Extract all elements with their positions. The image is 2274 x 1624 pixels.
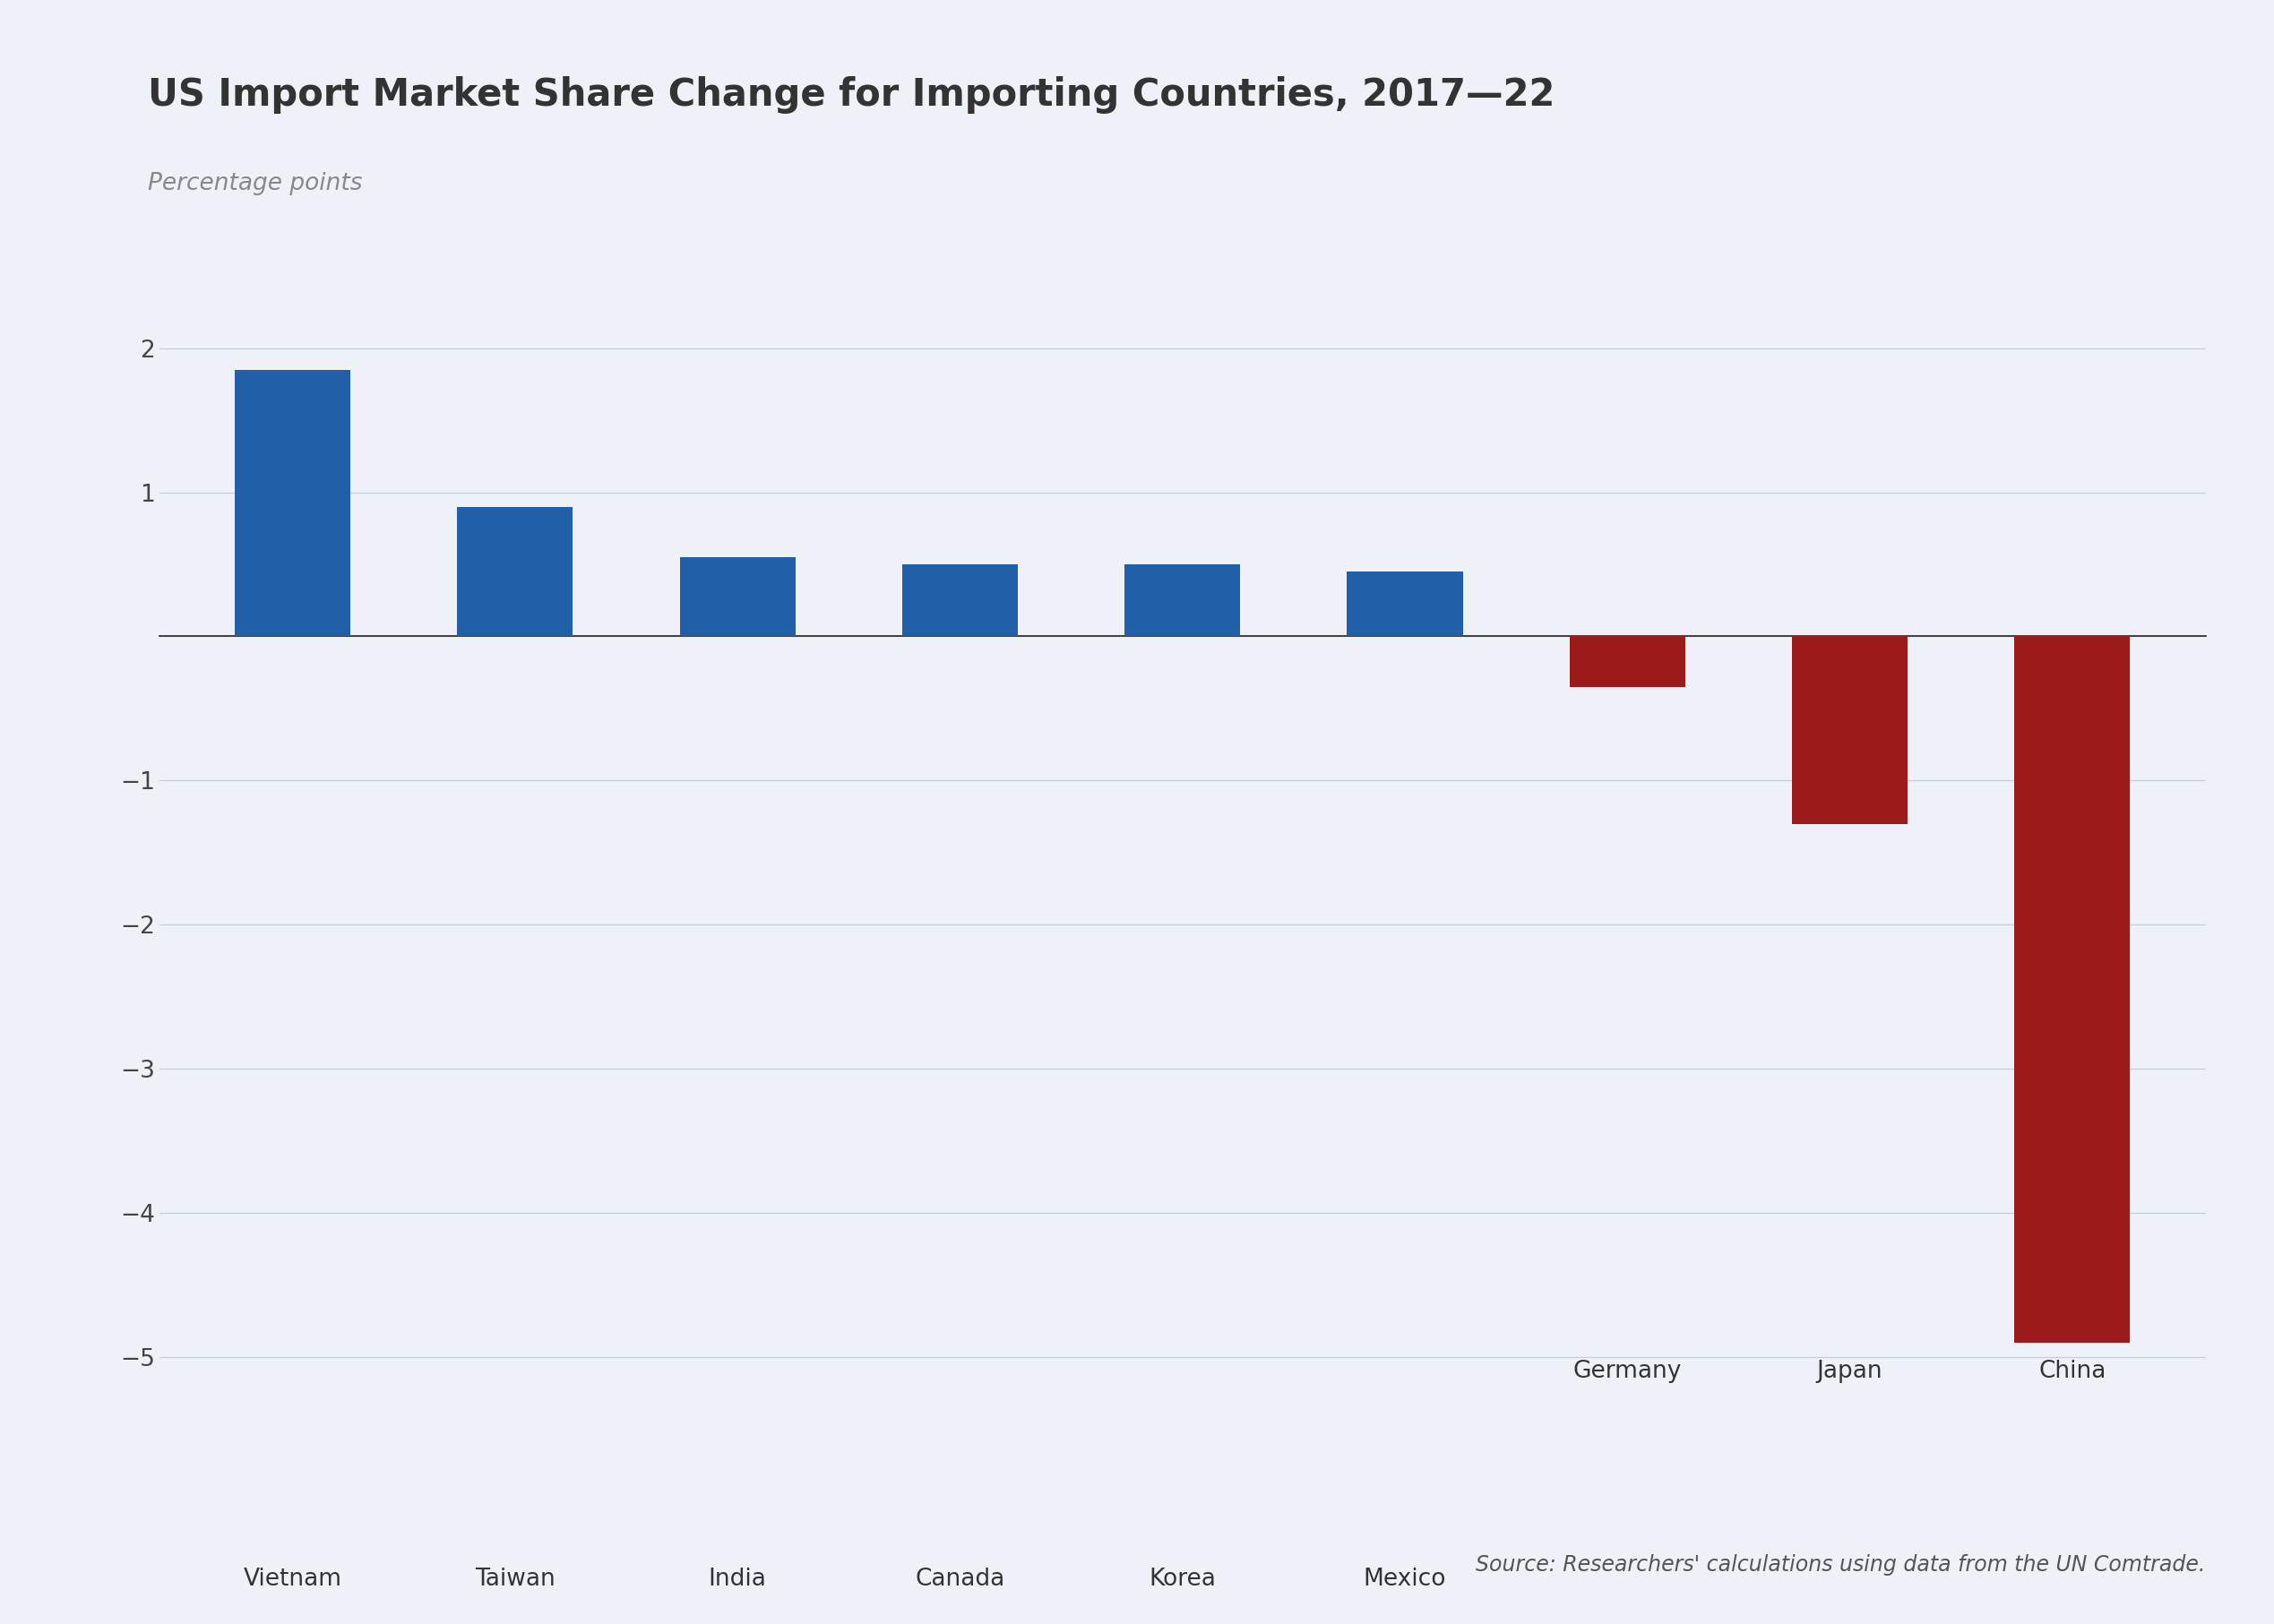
Text: Vietnam: Vietnam xyxy=(243,1567,341,1592)
Text: Source: Researchers' calculations using data from the UN Comtrade.: Source: Researchers' calculations using … xyxy=(1476,1554,2206,1575)
Bar xyxy=(2015,637,2131,1343)
Text: Korea: Korea xyxy=(1148,1567,1217,1592)
Bar xyxy=(1346,572,1462,637)
Text: Taiwan: Taiwan xyxy=(475,1567,555,1592)
Text: India: India xyxy=(709,1567,766,1592)
Bar xyxy=(680,557,796,637)
Bar xyxy=(903,564,1019,637)
Text: US Import Market Share Change for Importing Countries, 2017—22: US Import Market Share Change for Import… xyxy=(148,76,1555,114)
Text: Germany: Germany xyxy=(1574,1359,1683,1384)
Bar xyxy=(234,370,350,637)
Text: Japan: Japan xyxy=(1817,1359,1883,1384)
Bar xyxy=(457,507,573,637)
Text: Canada: Canada xyxy=(914,1567,1005,1592)
Text: Mexico: Mexico xyxy=(1364,1567,1446,1592)
Bar xyxy=(1792,637,1908,823)
Bar xyxy=(1569,637,1685,687)
Text: Percentage points: Percentage points xyxy=(148,172,362,195)
Text: China: China xyxy=(2038,1359,2106,1384)
Bar xyxy=(1126,564,1239,637)
